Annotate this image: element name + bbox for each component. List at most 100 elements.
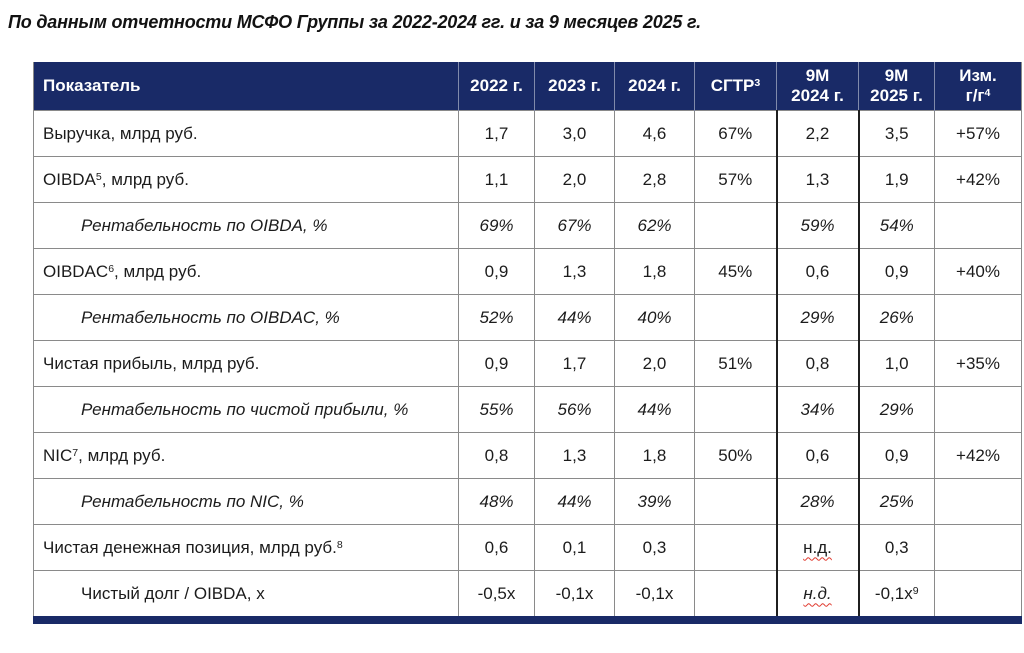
row-label-text: Чистая денежная позиция, млрд руб. <box>43 537 337 557</box>
value-text: 0,9 <box>484 261 509 281</box>
column-header: Изм. г/г4 <box>934 62 1022 111</box>
cell-value: 1,7 <box>458 110 535 157</box>
financial-table-wrapper: Показатель 2022 г. 2023 г. 2024 г. СГТР3 9М 20… <box>33 62 1022 624</box>
value-text: 44% <box>557 307 592 327</box>
column-header-label: СГТР <box>710 75 755 95</box>
column-header-label: 9М <box>805 65 830 85</box>
table-row: Выручка, млрд руб. 1,7 3,0 4,6 67% 2,2 3,5 +57% <box>33 110 1022 157</box>
row-label-text: , млрд руб. <box>114 261 202 281</box>
table-row: Чистая денежная позиция, млрд руб.8 0,6 0,… <box>33 524 1022 571</box>
row-label: Чистый долг / OIBDA, x <box>33 570 459 621</box>
not-available-value: н.д. <box>803 537 832 557</box>
value-text: 45% <box>718 261 753 281</box>
table-row: Чистая прибыль, млрд руб. 0,9 1,7 2,0 51% 0,8… <box>33 340 1022 387</box>
row-label: Рентабельность по чистой прибыли, % <box>33 386 459 433</box>
cell-value: 0,9 <box>857 432 935 479</box>
cell-value: 3,5 <box>857 110 935 157</box>
cell-value: -0,5x <box>458 570 535 621</box>
cell-value: 0,1 <box>534 524 615 571</box>
row-label-text: NIC <box>43 445 73 465</box>
column-header-label: 2022 г. <box>470 75 523 95</box>
row-label: Чистая денежная позиция, млрд руб.8 <box>33 524 459 571</box>
cell-value: н.д. <box>775 524 859 571</box>
value-text: +35% <box>956 353 1000 373</box>
value-text: 56% <box>557 399 592 419</box>
footnote-marker: 7 <box>72 446 79 459</box>
cell-value: 48% <box>458 478 535 525</box>
cell-value: 1,0 <box>857 340 935 387</box>
column-header: 2022 г. <box>458 62 535 111</box>
value-text: +42% <box>956 445 1000 465</box>
value-text: 1,8 <box>642 261 667 281</box>
value-text: 1,8 <box>642 445 667 465</box>
table-row: NIC7, млрд руб. 0,8 1,3 1,8 50% 0,6 0,9 +42% <box>33 432 1022 479</box>
value-text: 2,0 <box>642 353 667 373</box>
row-label: Рентабельность по OIBDAC, % <box>33 294 459 341</box>
value-text: 1,3 <box>805 169 830 189</box>
cell-value: 1,1 <box>458 156 535 203</box>
cell-value <box>694 524 777 571</box>
cell-value: 1,8 <box>614 248 695 295</box>
cell-value: 56% <box>534 386 615 433</box>
row-label-text: Рентабельность по OIBDAC, % <box>81 307 340 327</box>
cell-value <box>934 478 1022 525</box>
table-header: Показатель 2022 г. 2023 г. 2024 г. СГТР3 9М 20… <box>33 62 1022 111</box>
table-row: OIBDA5, млрд руб. 1,1 2,0 2,8 57% 1,3 1,9 +42% <box>33 156 1022 203</box>
value-text: 1,9 <box>884 169 909 189</box>
value-text: 28% <box>800 491 835 511</box>
value-text: -0,5x <box>477 583 516 603</box>
column-header-label: 2025 г. <box>870 86 923 105</box>
row-label: OIBDA5, млрд руб. <box>33 156 459 203</box>
value-text: 1,7 <box>484 123 509 143</box>
value-text: 29% <box>800 307 835 327</box>
cell-value: 44% <box>534 478 615 525</box>
column-header: СГТР3 <box>694 62 777 111</box>
value-text: 0,8 <box>484 445 509 465</box>
cell-value: 29% <box>857 386 935 433</box>
cell-value: 1,3 <box>775 156 859 203</box>
cell-value <box>694 386 777 433</box>
row-label-text: OIBDAC <box>43 261 109 281</box>
value-text: 54% <box>879 215 914 235</box>
value-text: 48% <box>479 491 514 511</box>
footnote-marker: 8 <box>336 538 343 551</box>
row-label-text: Выручка, млрд руб. <box>43 123 198 143</box>
column-header: 9М 2025 г. <box>858 62 935 111</box>
row-label-text: , млрд руб. <box>101 169 189 189</box>
column-header: 2023 г. <box>534 62 615 111</box>
column-header-label: 9М <box>884 65 909 85</box>
value-text: 0,8 <box>805 353 830 373</box>
cell-value: 1,8 <box>614 432 695 479</box>
row-label: Выручка, млрд руб. <box>33 110 459 157</box>
cell-value: 69% <box>458 202 535 249</box>
cell-value: 28% <box>775 478 859 525</box>
cell-value: 3,0 <box>534 110 615 157</box>
column-header: Показатель <box>33 62 459 111</box>
cell-value: 1,3 <box>534 432 615 479</box>
value-text: 0,9 <box>484 353 509 373</box>
value-text: 55% <box>479 399 514 419</box>
table-row: Рентабельность по чистой прибыли, % 55% 56… <box>33 386 1022 433</box>
value-text: 0,6 <box>484 537 509 557</box>
cell-value: 25% <box>857 478 935 525</box>
footnote-marker: 5 <box>95 170 102 183</box>
cell-value: 0,6 <box>458 524 535 571</box>
cell-value: +42% <box>934 156 1022 203</box>
cell-value: 51% <box>694 340 777 387</box>
table-row: Рентабельность по OIBDAC, % 52% 44% 40% 29% 2… <box>33 294 1022 341</box>
not-available-value: н.д. <box>803 583 832 603</box>
cell-value: -0,1x <box>614 570 695 621</box>
value-text: 0,9 <box>884 261 909 281</box>
cell-value: 1,9 <box>857 156 935 203</box>
row-label: NIC7, млрд руб. <box>33 432 459 479</box>
value-text: -0,1x <box>635 583 674 603</box>
cell-value <box>694 478 777 525</box>
cell-value: 57% <box>694 156 777 203</box>
value-text: 2,2 <box>805 123 830 143</box>
value-text: 34% <box>800 399 835 419</box>
column-header-label: г/г <box>965 86 985 105</box>
value-text: 1,1 <box>484 169 509 189</box>
cell-value: 34% <box>775 386 859 433</box>
row-label-text: , млрд руб. <box>78 445 166 465</box>
value-text: 0,3 <box>884 537 909 557</box>
